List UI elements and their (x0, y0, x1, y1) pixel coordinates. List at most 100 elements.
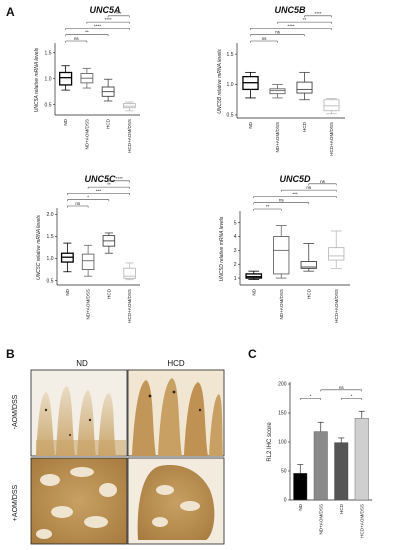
y-tick-label: 0 (284, 498, 287, 504)
box-1 (273, 236, 290, 275)
y-tick-label: 0.5 (45, 102, 52, 108)
significance-label: * (87, 195, 89, 200)
bar-2 (334, 442, 349, 501)
micrograph-panel: ND HCD -AOM/DSS +AOM/DSS (12, 359, 225, 545)
y-tick-label: 1.0 (45, 76, 52, 82)
unc5d-boxplot: UNC5D 1 2 3 4 5 UNC5D relative mRNA levels ND ND… (219, 174, 350, 323)
micrograph-nd-aomdss (30, 457, 128, 545)
significance-label: *** (96, 188, 102, 193)
x-tick-label: HCD+AOM/DSS (334, 289, 339, 323)
x-tick-label: ND+AOM/DSS (279, 289, 284, 320)
box-0 (245, 273, 263, 279)
significance-label: ns (306, 185, 312, 190)
significance-label: *** (116, 11, 122, 16)
bar-0 (293, 473, 308, 501)
significance-label: **** (105, 17, 112, 22)
significance-label: **** (116, 176, 123, 181)
significance-label: ** (85, 30, 89, 35)
y-tick-label: 1.5 (45, 50, 52, 56)
x-tick-label: ND (298, 503, 303, 510)
unc5c-boxplot: UNC5C 0.5 1.0 1.5 2.0 UNC5C relative mRNA lev… (36, 174, 140, 323)
significance-label: ns (74, 36, 80, 41)
significance-label: ns (279, 198, 285, 203)
micrograph-nd-control (30, 369, 128, 457)
box-2 (300, 261, 317, 269)
y-axis-label: UNC5A relative mRNA levels (34, 47, 40, 112)
box-3 (123, 267, 136, 279)
chart-title: UNC5B (274, 5, 306, 15)
significance-label: ns (275, 30, 281, 35)
box-2 (296, 81, 313, 94)
col-label-nd: ND (76, 359, 88, 368)
significance-label: ** (266, 204, 270, 209)
x-tick-label: ND+AOM/DSS (318, 504, 323, 535)
y-tick-label: 100 (278, 440, 287, 446)
chart-title: UNC5D (279, 174, 311, 184)
box-3 (328, 247, 345, 261)
panel-label-b: B (6, 347, 15, 361)
x-tick-label: HCD+AOM/DSS (127, 289, 132, 323)
box-1 (269, 88, 286, 95)
box-0 (59, 71, 73, 86)
x-tick-label: HCD (339, 503, 344, 514)
panel-label-c: C (248, 347, 257, 361)
x-tick-label: HCD (302, 121, 307, 132)
significance-label: ns (339, 385, 345, 390)
significance-label: * (310, 394, 312, 399)
y-tick-label: 2 (234, 262, 237, 268)
significance-label: **** (94, 23, 101, 28)
box-3 (122, 103, 136, 109)
x-tick-label: HCD+AOM/DSS (329, 122, 334, 156)
significance-label: **** (314, 11, 321, 16)
y-tick-label: 200 (278, 382, 287, 388)
significance-label: **** (287, 23, 294, 28)
x-tick-label: HCD+AOM/DSS (359, 504, 364, 538)
chart-title: UNC5A (89, 5, 120, 15)
y-tick-label: 1 (234, 276, 237, 282)
bar-3 (354, 418, 369, 501)
y-axis-label: UNC5C relative mRNA levels (36, 215, 42, 280)
significance-label: ** (303, 17, 307, 22)
y-tick-label: 4 (234, 234, 237, 240)
x-tick-label: ND+AOM/DSS (86, 289, 91, 320)
x-tick-label: ND (65, 288, 70, 295)
significance-label: *** (292, 191, 298, 196)
y-axis-label: UNC5B relative mRNA levels (217, 49, 223, 114)
x-tick-label: ND (251, 288, 256, 295)
micrograph-hcd-aomdss (127, 457, 225, 545)
y-tick-label: 1.0 (227, 82, 234, 88)
row-label-control: -AOM/DSS (12, 394, 19, 429)
x-tick-label: ND+AOM/DSS (275, 122, 280, 153)
box-1 (81, 253, 95, 271)
y-tick-label: 150 (278, 411, 287, 417)
x-tick-label: ND+AOM/DSS (84, 119, 89, 150)
significance-label: ns (320, 179, 326, 184)
x-tick-label: ND (248, 121, 253, 128)
x-tick-label: HCD (106, 288, 111, 299)
y-tick-label: 2.0 (47, 212, 54, 218)
y-axis-label: UNC5D relative mRNA levels (219, 216, 225, 281)
panel-label-a: A (6, 5, 15, 19)
unc5a-boxplot: UNC5A 0.5 1.0 1.5 UNC5A relative mRNA levels… (34, 5, 140, 153)
y-tick-label: 0.5 (47, 278, 54, 284)
x-tick-label: HCD (106, 118, 111, 129)
y-tick-label: 5 (234, 220, 237, 226)
row-label-aomdss: +AOM/DSS (12, 484, 19, 521)
y-tick-label: 1.5 (227, 52, 234, 58)
significance-label: ns (75, 201, 81, 206)
unc5b-boxplot: UNC5B 0.5 1.0 1.5 UNC5B relative mRNA levels… (217, 5, 345, 156)
x-tick-label: HCD+AOM/DSS (127, 119, 132, 153)
chart-title: UNC5C (84, 174, 116, 184)
y-tick-label: 3 (234, 248, 237, 254)
micrograph-hcd-control (127, 369, 225, 457)
significance-label: ** (107, 182, 111, 187)
bar-1 (313, 431, 328, 501)
x-tick-label: ND (63, 118, 68, 125)
box-3 (323, 99, 340, 112)
y-tick-label: 0.5 (227, 113, 234, 119)
rl2-ihc-bar-chart: 0 50 100 150 200 RL2 IHC score ND ND+AOM/DSS HCD… (267, 382, 372, 538)
x-tick-label: HCD (306, 288, 311, 299)
y-tick-label: 1.5 (47, 234, 54, 240)
y-axis-label: RL2 IHC score (267, 422, 273, 462)
